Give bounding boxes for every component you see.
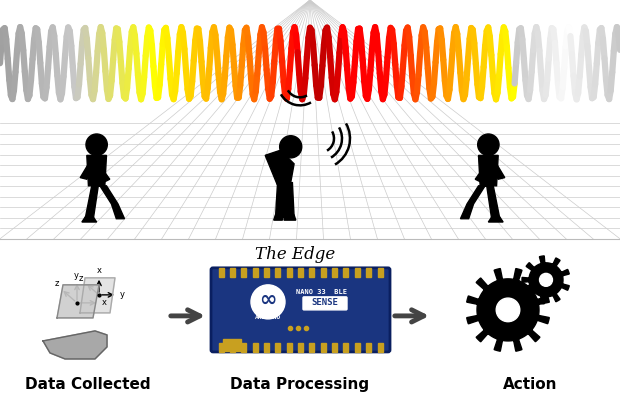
Bar xyxy=(343,268,348,277)
Bar xyxy=(366,343,371,352)
Polygon shape xyxy=(476,161,495,182)
Polygon shape xyxy=(522,256,569,304)
Polygon shape xyxy=(99,186,125,219)
Bar xyxy=(309,343,314,352)
Bar xyxy=(252,268,257,277)
Polygon shape xyxy=(487,186,500,219)
Bar xyxy=(378,268,383,277)
Bar xyxy=(275,343,280,352)
Polygon shape xyxy=(265,150,294,184)
Bar xyxy=(321,268,326,277)
Polygon shape xyxy=(275,183,284,217)
Text: ∞: ∞ xyxy=(259,290,277,310)
Bar xyxy=(332,268,337,277)
Polygon shape xyxy=(479,155,498,186)
Polygon shape xyxy=(82,217,97,222)
Text: x: x xyxy=(97,266,102,275)
Text: Action: Action xyxy=(503,377,557,392)
Bar xyxy=(252,343,257,352)
Polygon shape xyxy=(277,159,287,178)
Bar xyxy=(264,268,269,277)
Polygon shape xyxy=(85,186,99,219)
Circle shape xyxy=(251,285,285,319)
Polygon shape xyxy=(286,183,294,217)
Text: SENSE: SENSE xyxy=(312,298,339,307)
Polygon shape xyxy=(467,269,549,351)
Bar xyxy=(275,268,280,277)
Text: x: x xyxy=(102,298,107,307)
Text: Data Collected: Data Collected xyxy=(25,377,151,392)
Circle shape xyxy=(280,136,302,158)
Bar xyxy=(218,343,223,352)
Bar xyxy=(241,343,246,352)
Text: ARDUINO: ARDUINO xyxy=(255,315,281,320)
Bar xyxy=(298,268,303,277)
Polygon shape xyxy=(80,161,97,179)
Bar xyxy=(355,343,360,352)
Circle shape xyxy=(496,298,520,322)
Polygon shape xyxy=(80,278,115,313)
Polygon shape xyxy=(87,155,107,186)
Text: The Edge: The Edge xyxy=(255,246,335,263)
Bar xyxy=(230,343,235,352)
Text: NANO 33  BLE: NANO 33 BLE xyxy=(296,289,347,295)
Bar xyxy=(378,343,383,352)
Bar xyxy=(223,339,241,351)
Bar xyxy=(298,343,303,352)
Polygon shape xyxy=(461,186,487,219)
Circle shape xyxy=(86,134,107,155)
Bar xyxy=(264,343,269,352)
Bar xyxy=(218,268,223,277)
Bar xyxy=(286,268,291,277)
Bar xyxy=(355,268,360,277)
Bar xyxy=(230,268,235,277)
Bar xyxy=(332,343,337,352)
Text: y: y xyxy=(120,291,125,299)
Polygon shape xyxy=(90,161,110,182)
Polygon shape xyxy=(57,285,99,318)
Bar xyxy=(343,343,348,352)
Polygon shape xyxy=(489,161,505,179)
Bar xyxy=(309,268,314,277)
Polygon shape xyxy=(273,215,284,220)
Polygon shape xyxy=(284,215,296,220)
Polygon shape xyxy=(489,217,503,222)
Text: z: z xyxy=(55,279,59,289)
FancyBboxPatch shape xyxy=(303,297,347,310)
Bar xyxy=(241,268,246,277)
Text: z: z xyxy=(79,274,83,283)
Circle shape xyxy=(477,134,499,155)
FancyBboxPatch shape xyxy=(211,268,390,352)
Text: Data Processing: Data Processing xyxy=(231,377,370,392)
Text: y: y xyxy=(74,271,79,280)
Polygon shape xyxy=(43,331,107,359)
Bar xyxy=(286,343,291,352)
Bar xyxy=(366,268,371,277)
Circle shape xyxy=(539,273,552,286)
Bar xyxy=(321,343,326,352)
